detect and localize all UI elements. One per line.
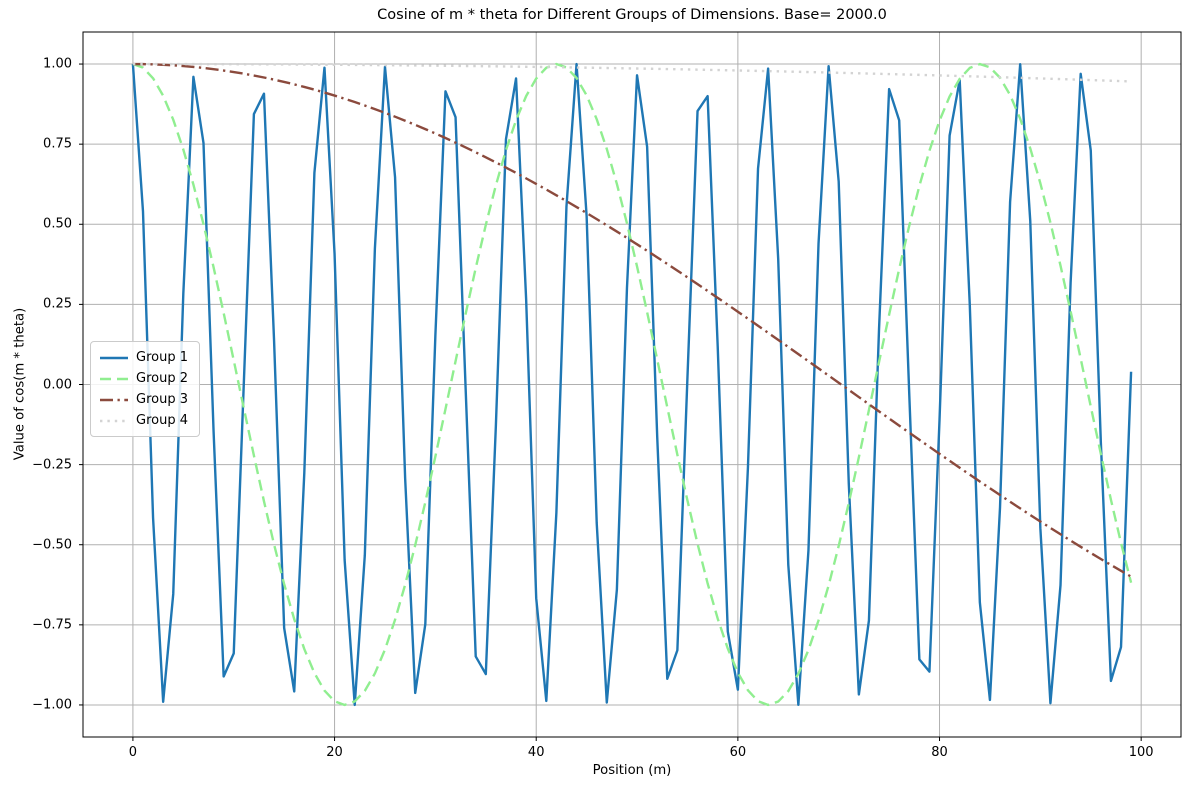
- series-line-group-4: [132, 62, 1132, 83]
- x-axis-label: Position (m): [592, 763, 672, 778]
- legend-item-label: Group 3: [136, 392, 188, 407]
- y-tick-label: −0.25: [32, 457, 72, 473]
- legend-line-sample: [100, 356, 128, 359]
- y-tick-label: 0.25: [43, 296, 72, 312]
- legend-line-sample: [100, 398, 128, 401]
- legend-line-sample: [100, 419, 128, 422]
- legend-item-group-1: Group 1: [100, 349, 188, 366]
- x-tick-label: 40: [527, 745, 545, 760]
- y-tick-label: −0.75: [32, 617, 72, 633]
- legend-item-group-2: Group 2: [100, 370, 188, 387]
- y-tick-label: 1.00: [43, 56, 72, 72]
- series-line-group-2: [132, 62, 1133, 707]
- legend: Group 1 Group 2 Group 3 Group 4: [90, 341, 200, 437]
- y-tick-label: 0.00: [43, 377, 72, 392]
- legend-item-label: Group 4: [136, 413, 188, 428]
- series-line-group-1: [131, 62, 1133, 707]
- legend-item-group-3: Group 3: [100, 391, 188, 408]
- x-tick-label: 20: [326, 745, 343, 760]
- y-tick-label: −1.00: [32, 697, 72, 713]
- y-tick-label: −0.50: [32, 537, 72, 553]
- y-tick-label: 0.50: [43, 216, 72, 232]
- legend-item-label: Group 2: [136, 371, 188, 386]
- legend-item-group-4: Group 4: [100, 412, 188, 429]
- x-tick-label: 100: [1128, 745, 1154, 760]
- y-tick-label: 0.75: [43, 136, 72, 152]
- legend-line-sample: [100, 377, 128, 380]
- x-tick-label: 80: [931, 745, 948, 760]
- series-line-group-3: [132, 62, 1132, 578]
- x-tick-label: 0: [128, 745, 138, 760]
- y-axis-label: Value of cos(m * theta): [12, 307, 28, 461]
- legend-item-label: Group 1: [136, 350, 188, 365]
- chart-title: Cosine of m * theta for Different Groups…: [377, 7, 887, 23]
- x-tick-label: 60: [729, 745, 747, 760]
